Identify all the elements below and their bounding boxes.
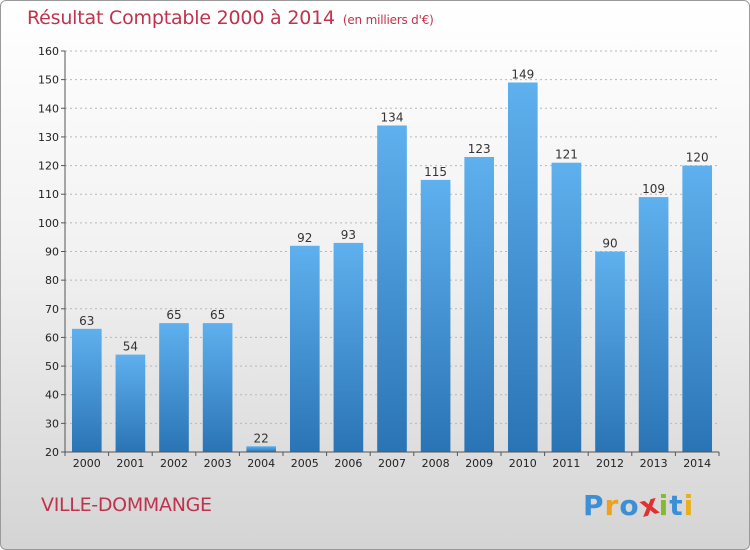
data-label-2011: 121: [555, 148, 578, 162]
logo-letter: P: [583, 489, 605, 522]
data-label-2002: 65: [166, 308, 181, 322]
x-tick-label-2012: 2012: [596, 457, 624, 470]
x-tick-label-2001: 2001: [116, 457, 144, 470]
data-label-2004: 22: [254, 431, 269, 445]
chart-title-text: Résultat Comptable 2000 à 2014: [27, 7, 335, 29]
x-tick-label-2004: 2004: [247, 457, 275, 470]
y-tick-label: 60: [45, 331, 59, 344]
y-tick-label: 150: [38, 74, 59, 87]
proxiti-logo: Proxiti: [583, 487, 695, 524]
x-tick-label-2002: 2002: [160, 457, 188, 470]
bar-2013: [638, 197, 669, 452]
bar-2007: [377, 125, 407, 452]
bar-2011: [551, 162, 582, 452]
data-label-2014: 120: [686, 151, 709, 165]
logo-letter: i: [658, 489, 670, 522]
x-tick-label-2005: 2005: [291, 457, 319, 470]
bar-2003: [202, 323, 233, 452]
x-tick-label-2010: 2010: [509, 457, 537, 470]
x-tick-label-2009: 2009: [465, 457, 493, 470]
logo-letter: i: [683, 489, 695, 522]
bar-2001: [115, 354, 146, 452]
bar-2004: [246, 446, 277, 452]
y-tick-label: 110: [38, 188, 59, 201]
data-label-2007: 134: [381, 110, 404, 124]
x-tick-label-2003: 2003: [204, 457, 232, 470]
x-tick-label-2014: 2014: [683, 457, 711, 470]
bar-2009: [464, 156, 495, 452]
chart-title: Résultat Comptable 2000 à 2014 (en millie…: [27, 7, 434, 29]
data-label-2001: 54: [123, 340, 138, 354]
y-tick-label: 140: [38, 102, 59, 115]
data-label-2009: 123: [468, 142, 491, 156]
bar-2005: [289, 245, 320, 452]
chart-subtitle: (en milliers d'€): [342, 13, 434, 27]
x-tick-label-2006: 2006: [334, 457, 362, 470]
x-tick-label-2000: 2000: [73, 457, 101, 470]
data-label-2003: 65: [210, 308, 225, 322]
logo-letter: r: [604, 489, 620, 522]
data-label-2010: 149: [511, 68, 534, 82]
y-tick-label: 130: [38, 131, 59, 144]
bar-2008: [420, 179, 451, 452]
bars: 63 54 65 65 22 92 93 134 115 123 149 121 90 109 120: [71, 68, 713, 453]
x-axis: 2000 2001 2002 2003 2004 2005 2006 2007 2008 2009…: [64, 452, 720, 470]
x-tick-label-2013: 2013: [640, 457, 668, 470]
y-tick-label: 70: [45, 303, 59, 316]
y-tick-label: 30: [45, 417, 59, 430]
logo-letter: o: [619, 489, 640, 522]
bar-2012: [595, 251, 625, 452]
x-tick-label-2008: 2008: [422, 457, 450, 470]
bar-2002: [159, 323, 189, 452]
y-tick-label: 20: [45, 446, 59, 459]
y-tick-label: 160: [38, 45, 59, 58]
y-tick-label: 80: [45, 274, 59, 287]
y-tick-label: 100: [38, 217, 59, 230]
y-tick-label: 120: [38, 160, 59, 173]
bar-2000: [71, 328, 102, 452]
x-tick-label-2011: 2011: [552, 457, 580, 470]
y-axis: 20 30 40 50 60 70 80 90 100 110 120 130 140 150 160: [38, 45, 66, 459]
data-label-2012: 90: [602, 237, 617, 251]
logo-letter: t: [669, 489, 684, 522]
bar-2010: [507, 82, 538, 452]
bar-2014: [682, 165, 713, 453]
bar-2006: [333, 242, 364, 452]
x-tick-label-2007: 2007: [378, 457, 406, 470]
data-label-2013: 109: [642, 182, 665, 196]
commune-name: VILLE-DOMMANGE: [41, 494, 212, 516]
data-label-2000: 63: [79, 314, 94, 328]
y-tick-label: 50: [45, 360, 59, 373]
data-label-2005: 92: [297, 231, 312, 245]
data-label-2008: 115: [424, 165, 447, 179]
y-tick-label: 90: [45, 246, 59, 259]
y-tick-label: 40: [45, 389, 59, 402]
data-label-2006: 93: [341, 228, 356, 242]
